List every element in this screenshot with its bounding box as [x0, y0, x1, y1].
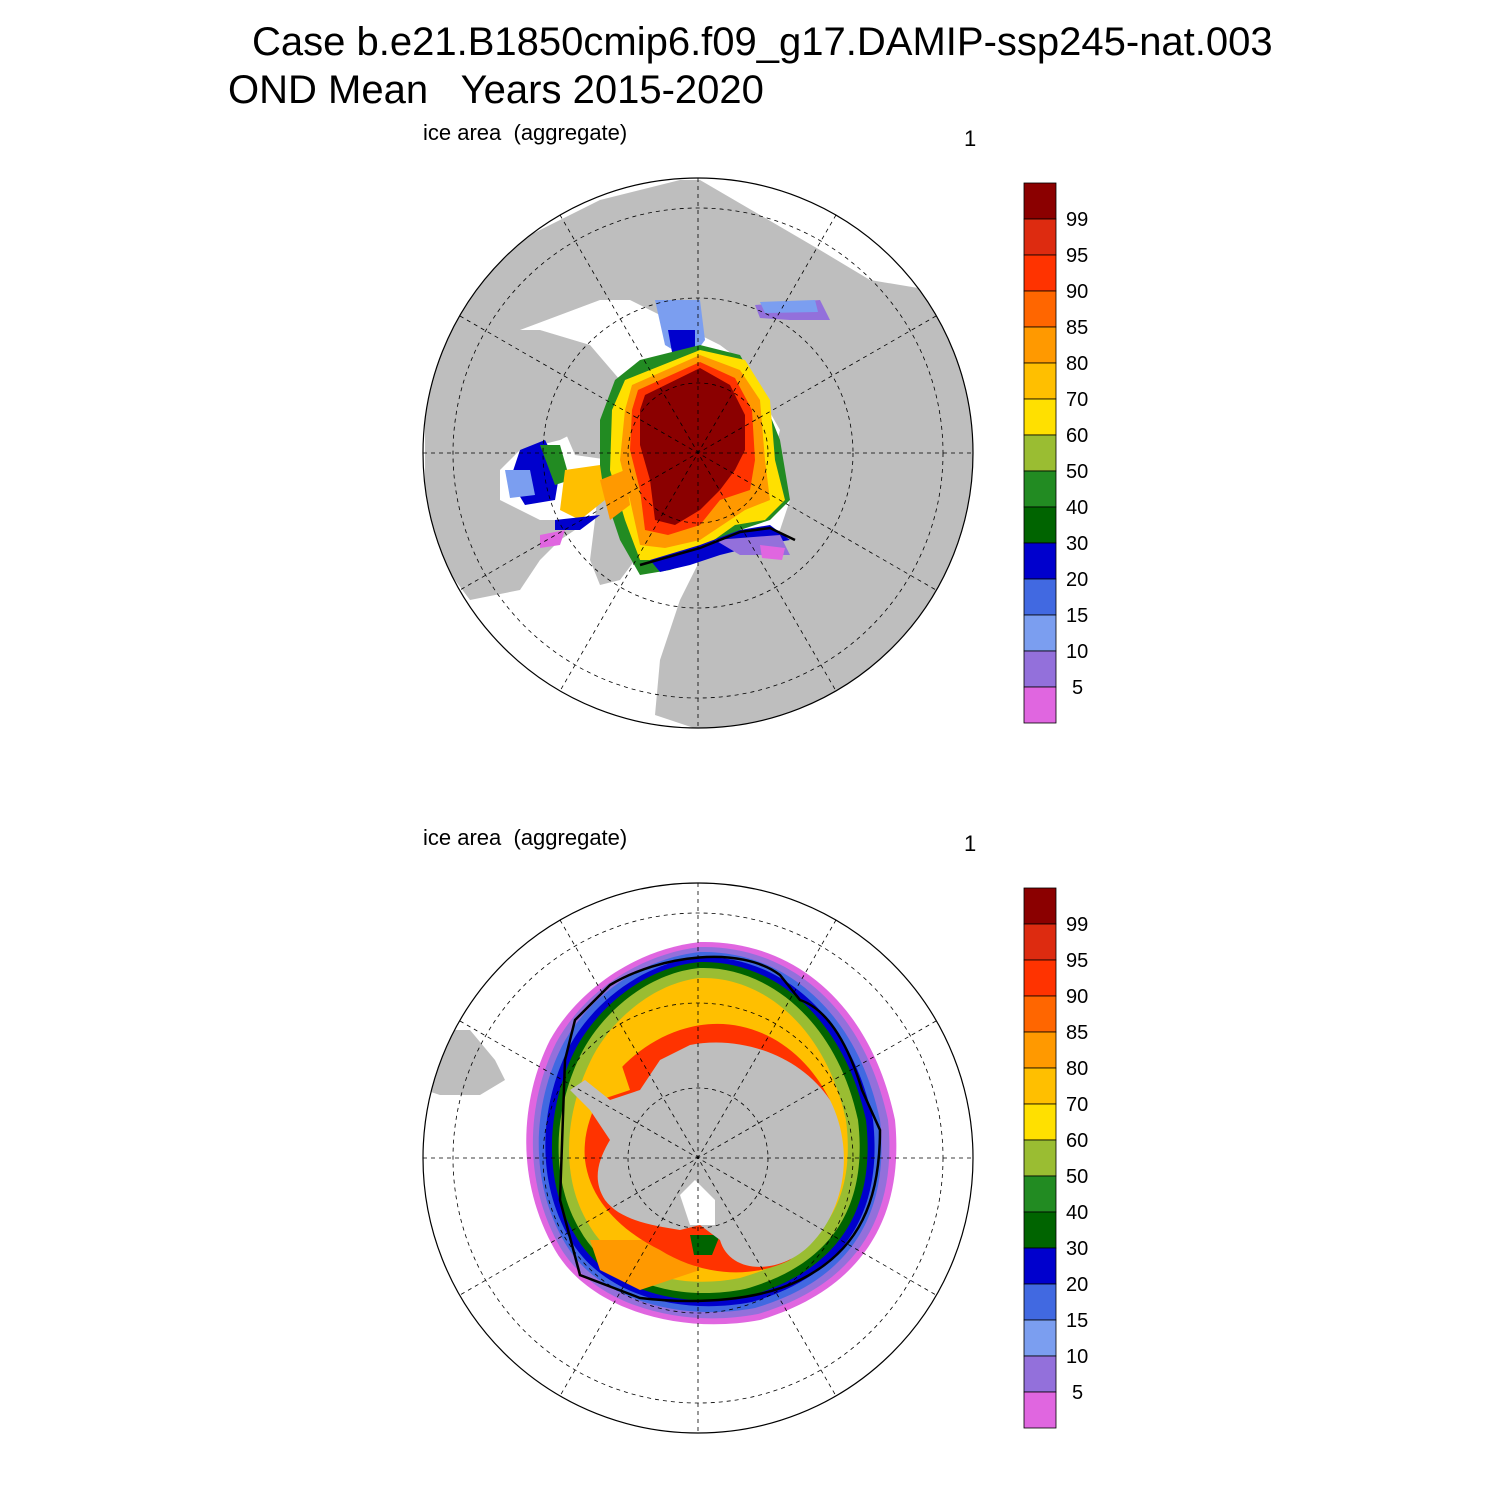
north-colorbar-box — [1023, 398, 1057, 436]
north-colorbar-box — [1023, 362, 1057, 400]
north-colorbar-tick-label: 40 — [1066, 497, 1088, 519]
north-colorbar-box — [1023, 542, 1057, 580]
south-colorbar-box — [1023, 1283, 1057, 1321]
arctic-polar-map — [422, 177, 974, 729]
north-colorbar-box — [1023, 182, 1057, 220]
south-colorbar-tick-label: 10 — [1066, 1346, 1088, 1368]
north-colorbar-tick-label: 5 — [1072, 677, 1083, 699]
south-land-antarctica — [570, 1042, 844, 1267]
north-colorbar-tick-label: 85 — [1066, 317, 1088, 339]
south-colorbar-box — [1023, 1391, 1057, 1429]
north-panel-variable-label: ice area (aggregate) — [423, 120, 628, 145]
figure-title-line-2: OND Mean Years 2015-2020 — [228, 68, 764, 112]
north-colorbar-box — [1023, 614, 1057, 652]
south-colorbar-tick-label: 30 — [1066, 1238, 1088, 1260]
north-colorbar-box — [1023, 506, 1057, 544]
north-colorbar-box — [1023, 218, 1057, 256]
north-colorbar-box — [1023, 434, 1057, 472]
south-ice-edge-line — [558, 955, 882, 1303]
south-colorbar-box — [1023, 1211, 1057, 1249]
figure-title-line-1: Case b.e21.B1850cmip6.f09_g17.DAMIP-ssp2… — [252, 20, 1273, 64]
south-colorbar-box — [1023, 995, 1057, 1033]
north-colorbar: 99 95 90 85 80 70 60 50 40 30 20 15 10 5 — [1023, 182, 1088, 724]
north-colorbar-box — [1023, 254, 1057, 292]
north-colorbar-tick-label: 90 — [1066, 281, 1088, 303]
south-panel-right-label: 1 — [964, 831, 977, 856]
south-colorbar-box — [1023, 959, 1057, 997]
north-land-siberia — [470, 180, 973, 728]
south-colorbar-box — [1023, 1175, 1057, 1213]
south-colorbar-tick-label: 99 — [1066, 914, 1088, 936]
south-colorbar-box — [1023, 1139, 1057, 1177]
south-colorbar-tick-label: 90 — [1066, 986, 1088, 1008]
south-colorbar-box — [1023, 1067, 1057, 1105]
south-colorbar-tick-label: 80 — [1066, 1058, 1088, 1080]
north-colorbar-tick-label: 99 — [1066, 209, 1088, 231]
north-ice-field — [505, 300, 830, 575]
south-colorbar-tick-label: 20 — [1066, 1274, 1088, 1296]
north-colorbar-box — [1023, 290, 1057, 328]
south-colorbar-tick-label: 5 — [1072, 1382, 1083, 1404]
north-graticule — [423, 178, 973, 728]
north-colorbar-box — [1023, 326, 1057, 364]
north-colorbar-tick-label: 30 — [1066, 533, 1088, 555]
south-colorbar-box — [1023, 1103, 1057, 1141]
south-map-outline — [422, 882, 974, 1434]
south-colorbar-tick-label: 85 — [1066, 1022, 1088, 1044]
north-panel-right-label: 1 — [964, 126, 977, 151]
south-colorbar-box — [1023, 923, 1057, 961]
south-graticule — [423, 883, 973, 1433]
south-colorbar-tick-label: 60 — [1066, 1130, 1088, 1152]
south-colorbar-box — [1023, 1319, 1057, 1357]
north-ice-edge-line — [639, 526, 796, 567]
north-colorbar-box — [1023, 686, 1057, 724]
south-colorbar: 99 95 90 85 80 70 60 50 40 30 20 15 10 5 — [1023, 887, 1088, 1429]
north-colorbar-tick-label: 60 — [1066, 425, 1088, 447]
north-colorbar-tick-label: 80 — [1066, 353, 1088, 375]
south-colorbar-tick-label: 15 — [1066, 1310, 1088, 1332]
north-colorbar-box — [1023, 650, 1057, 688]
south-colorbar-box — [1023, 887, 1057, 925]
south-colorbar-tick-label: 70 — [1066, 1094, 1088, 1116]
north-colorbar-tick-label: 50 — [1066, 461, 1088, 483]
north-colorbar-tick-label: 95 — [1066, 245, 1088, 267]
south-ross-ice-shelf — [680, 1180, 715, 1225]
north-colorbar-box — [1023, 578, 1057, 616]
north-colorbar-tick-label: 70 — [1066, 389, 1088, 411]
antarctic-polar-map — [422, 882, 974, 1434]
south-colorbar-box — [1023, 1247, 1057, 1285]
north-map-outline — [422, 177, 974, 729]
south-colorbar-tick-label: 40 — [1066, 1202, 1088, 1224]
south-colorbar-tick-label: 50 — [1066, 1166, 1088, 1188]
north-colorbar-tick-label: 10 — [1066, 641, 1088, 663]
south-colorbar-tick-label: 95 — [1066, 950, 1088, 972]
north-colorbar-tick-label: 15 — [1066, 605, 1088, 627]
south-colorbar-box — [1023, 1031, 1057, 1069]
north-colorbar-box — [1023, 470, 1057, 508]
south-panel-variable-label: ice area (aggregate) — [423, 825, 628, 850]
south-colorbar-box — [1023, 1355, 1057, 1393]
north-colorbar-tick-label: 20 — [1066, 569, 1088, 591]
